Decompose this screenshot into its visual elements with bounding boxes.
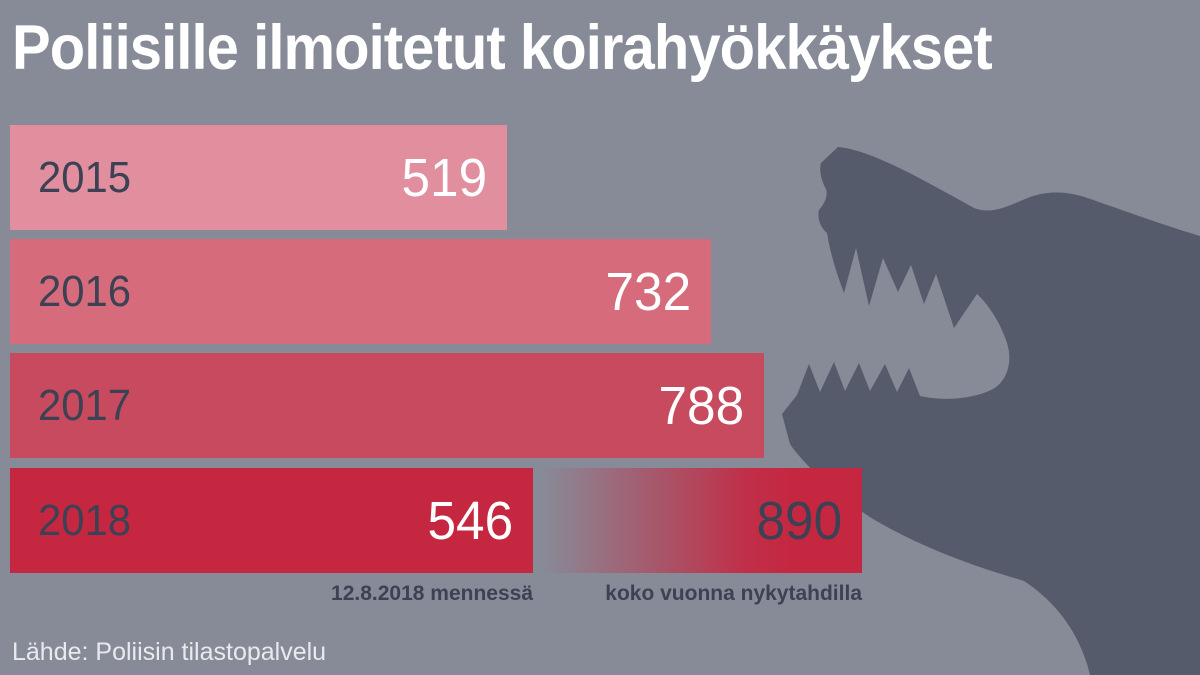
dog-silhouette-path: [782, 147, 1200, 675]
bar-row-2015: 2015 519: [10, 125, 507, 230]
actual-period-label: 12.8.2018 mennessä: [331, 582, 533, 605]
value-label: 519: [401, 147, 487, 208]
year-label: 2015: [38, 152, 131, 202]
bar-row-2018: 2018 546: [10, 468, 533, 573]
projection-value-label: 890: [756, 490, 842, 551]
projection-bar-2018: 890: [541, 468, 862, 573]
source-text: Lähde: Poliisin tilastopalvelu: [12, 638, 327, 666]
value-label: 788: [658, 375, 744, 436]
year-label: 2017: [38, 380, 131, 430]
bar-row-2016: 2016 732: [10, 239, 711, 344]
chart-title: Poliisille ilmoitetut koirahyökkäykset: [12, 13, 993, 83]
year-label: 2018: [38, 495, 131, 545]
value-label: 546: [427, 490, 513, 551]
bar-row-2017: 2017 788: [10, 353, 764, 458]
projection-period-label: koko vuonna nykytahdilla: [605, 582, 862, 605]
value-label: 732: [605, 261, 691, 322]
year-label: 2016: [38, 266, 131, 316]
